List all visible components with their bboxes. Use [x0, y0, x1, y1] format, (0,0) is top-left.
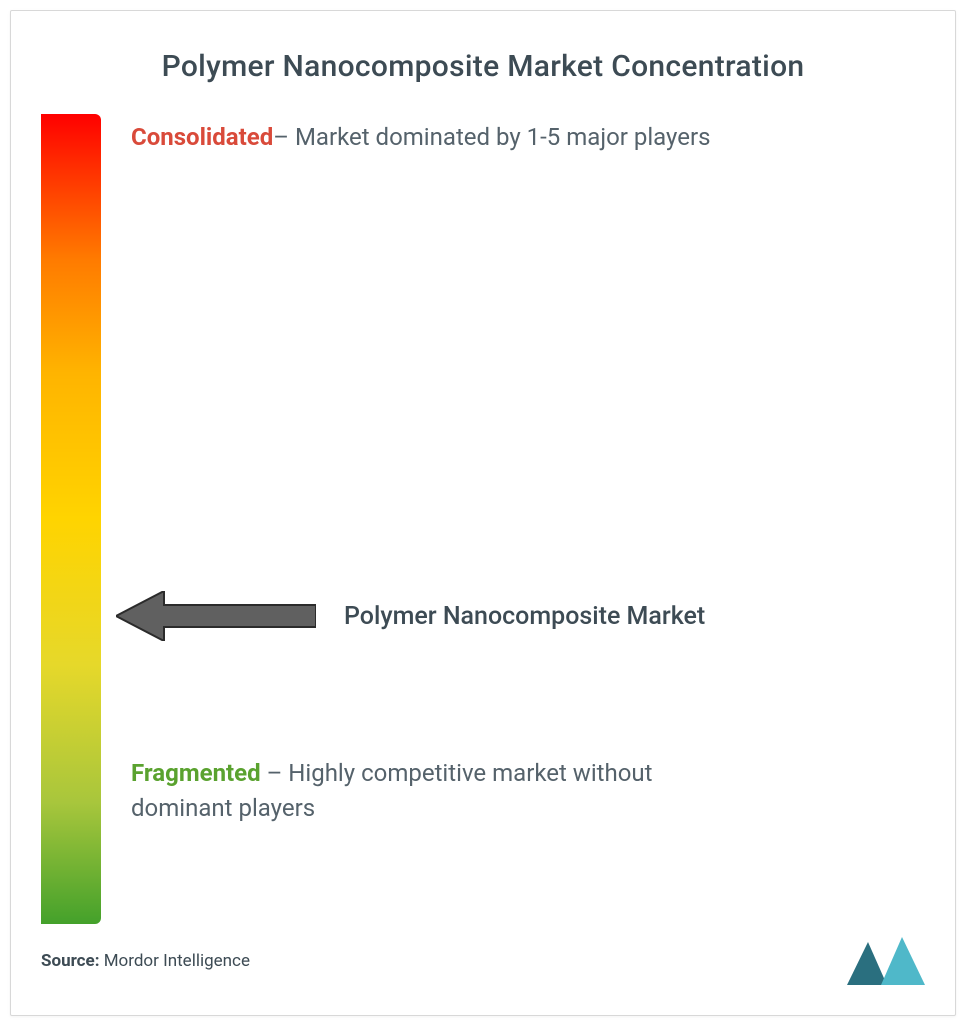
fragmented-highlight: Fragmented [131, 759, 261, 787]
source-attribution: Source: Mordor Intelligence [41, 951, 250, 971]
chart-title: Polymer Nanocomposite Market Concentrati… [11, 11, 955, 94]
market-position-label: Polymer Nanocomposite Market [344, 602, 705, 631]
market-position-marker: Polymer Nanocomposite Market [116, 591, 925, 641]
arrow-left-icon [116, 591, 316, 641]
fragmented-label-block: Fragmented – Highly competitive market w… [131, 756, 915, 826]
fragmented-description-line1: – Highly competitive market without [261, 759, 653, 787]
source-text: Mordor Intelligence [99, 951, 249, 971]
footer: Source: Mordor Intelligence [41, 937, 925, 985]
source-label: Source: [41, 951, 99, 971]
infographic-card: Polymer Nanocomposite Market Concentrati… [10, 10, 956, 1016]
consolidated-label-block: Consolidated– Market dominated by 1-5 ma… [131, 120, 915, 155]
fragmented-description-line2: dominant players [131, 794, 315, 822]
consolidated-highlight: Consolidated [131, 123, 273, 151]
chart-area: Consolidated– Market dominated by 1-5 ma… [41, 114, 925, 924]
concentration-gradient-bar [41, 114, 101, 924]
consolidated-description: – Market dominated by 1-5 major players [273, 123, 710, 151]
mordor-logo-icon [847, 937, 925, 985]
